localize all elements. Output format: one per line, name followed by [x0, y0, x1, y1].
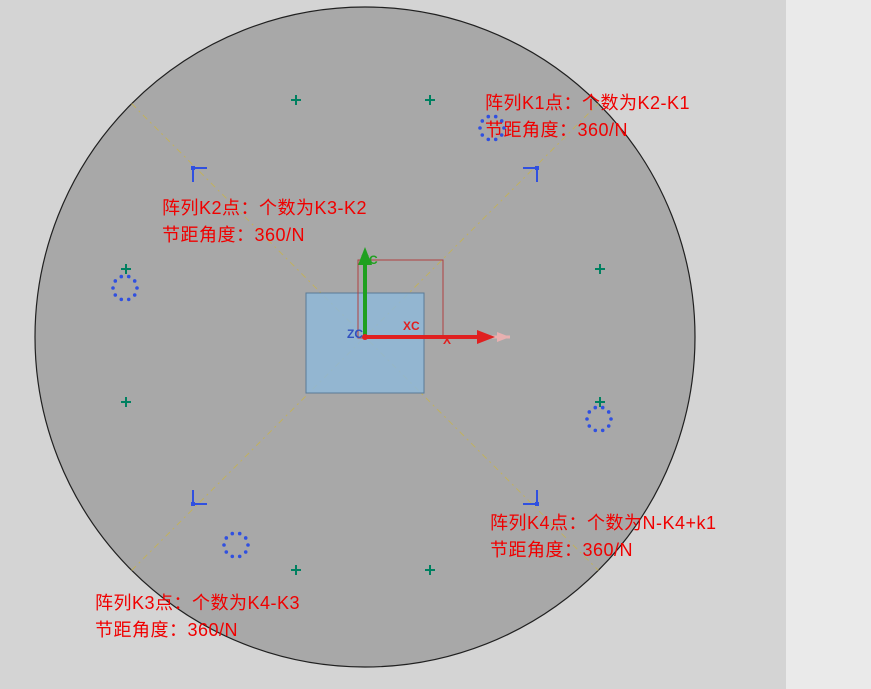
annotation-k1-line1: 阵列K1点：个数为K2-K1 [485, 93, 690, 113]
annotation-k1-line2: 节距角度：360/N [485, 120, 628, 140]
annotation-k1: 阵列K1点：个数为K2-K1 节距角度：360/N [485, 90, 690, 144]
axis-label-yc: YC [361, 253, 378, 267]
annotation-k3: 阵列K3点：个数为K4-K3 节距角度：360/N [95, 590, 300, 644]
annotation-k4-line1: 阵列K4点：个数为N-K4+k1 [490, 513, 717, 533]
axis-label-x: X [443, 333, 451, 347]
sketch-canvas[interactable] [0, 0, 871, 689]
annotation-k2-line2: 节距角度：360/N [162, 225, 305, 245]
axis-label-zc: ZC [347, 327, 363, 341]
annotation-k3-line2: 节距角度：360/N [95, 620, 238, 640]
annotation-k4: 阵列K4点：个数为N-K4+k1 节距角度：360/N [490, 510, 717, 564]
axis-label-xc: XC [403, 319, 420, 333]
cad-viewport[interactable]: 阵列K1点：个数为K2-K1 节距角度：360/N 阵列K2点：个数为K3-K2… [0, 0, 871, 689]
annotation-k4-line2: 节距角度：360/N [490, 540, 633, 560]
annotation-k2: 阵列K2点：个数为K3-K2 节距角度：360/N [162, 195, 367, 249]
annotation-k2-line1: 阵列K2点：个数为K3-K2 [162, 198, 367, 218]
annotation-k3-line1: 阵列K3点：个数为K4-K3 [95, 593, 300, 613]
